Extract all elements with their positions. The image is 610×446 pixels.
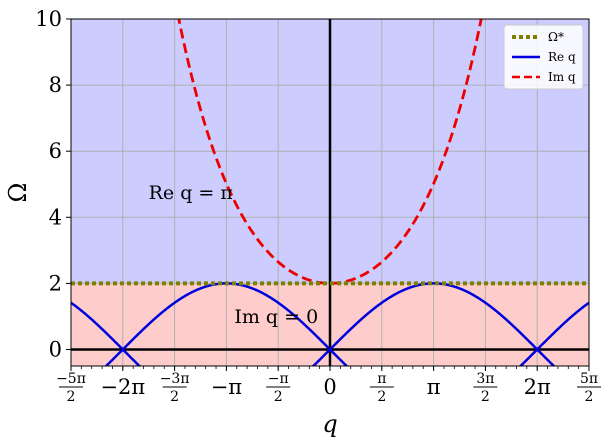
x-tick-label-num: −5π xyxy=(56,371,86,387)
y-tick-label-2: 4 xyxy=(49,205,62,229)
legend: Ω* Re q Im q xyxy=(503,24,584,90)
x-tick-label-num: 5π xyxy=(580,371,598,387)
y-tick-label-4: 8 xyxy=(49,73,62,97)
x-tick-label-den: 2 xyxy=(585,389,594,405)
x-tick-label-3: −π xyxy=(211,375,243,399)
x-tick-label-9: 2π xyxy=(524,375,551,399)
tick-marks xyxy=(66,18,590,371)
x-tick-label-den: 2 xyxy=(170,389,179,405)
x-tick-label-num: π xyxy=(377,371,386,387)
legend-label-1: Re q xyxy=(548,50,576,64)
series-re-q-lower xyxy=(104,347,556,366)
x-tick-label-8: 3π2 xyxy=(473,371,498,405)
x-axis-label: q xyxy=(322,410,337,438)
x-tick-label-den: 2 xyxy=(377,389,386,405)
x-tick-label-6: π2 xyxy=(369,371,394,405)
x-tick-label-7: π xyxy=(427,375,441,399)
x-tick-label-10: 5π2 xyxy=(577,371,601,405)
x-tick-label-den: 2 xyxy=(274,389,283,405)
x-tick-label-1: −2π xyxy=(100,375,145,399)
region-label-1: Im q = 0 xyxy=(234,306,318,328)
legend-label-2: Im q xyxy=(548,70,576,84)
y-tick-label-5: 10 xyxy=(35,7,62,31)
legend-label-0: Ω* xyxy=(548,30,564,44)
x-tick-label-5: 0 xyxy=(323,375,336,399)
x-tick-label-num: 3π xyxy=(476,371,494,387)
y-tick-label-1: 2 xyxy=(49,271,62,295)
y-axis-label: Ω xyxy=(4,183,32,203)
x-tick-label-4: −π 2 xyxy=(266,371,291,405)
y-tick-label-0: 0 xyxy=(49,337,62,361)
y-tick-label-3: 6 xyxy=(49,139,62,163)
x-tick-label-0: −5π2 xyxy=(56,371,86,405)
x-tick-label-den: 2 xyxy=(67,389,76,405)
region-labels: Re q = π Im q = 0 xyxy=(149,182,319,328)
x-tick-label-den: 2 xyxy=(481,389,490,405)
x-tick-label-2: −3π2 xyxy=(160,371,190,405)
series-lines xyxy=(71,19,589,366)
x-tick-label-num: −3π xyxy=(160,371,190,387)
legend-box xyxy=(503,24,584,90)
x-tick-label-num: −π xyxy=(268,371,289,387)
region-label-0: Re q = π xyxy=(149,182,233,204)
